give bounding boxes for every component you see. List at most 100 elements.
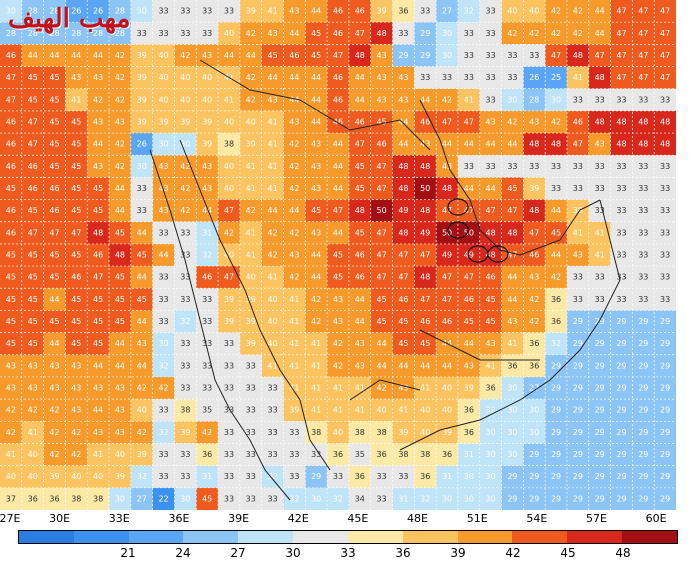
grid-cell-value: 36 xyxy=(355,472,365,481)
grid-cell xyxy=(501,22,524,45)
grid-cell xyxy=(348,66,372,90)
grid-cell-value: 40 xyxy=(93,472,103,481)
grid-cell-value: 41 xyxy=(6,450,16,459)
grid-cell xyxy=(501,288,524,311)
grid-cell-value: 27 xyxy=(529,384,539,393)
grid-cell xyxy=(65,465,88,489)
grid-cell xyxy=(479,421,503,444)
grid-cell xyxy=(610,399,633,422)
grid-cell xyxy=(196,443,219,467)
grid-cell-value: 43 xyxy=(267,95,277,104)
grid-cell-value: 36 xyxy=(529,361,539,370)
grid-cell xyxy=(414,288,437,311)
grid-cell-value: 44 xyxy=(289,206,299,215)
grid-cell xyxy=(457,66,481,90)
grid-cell-value: 45 xyxy=(464,317,474,326)
coastline-gulf xyxy=(419,99,601,256)
grid-cell-value: 33 xyxy=(486,162,496,171)
grid-cell-value: 33 xyxy=(267,384,277,393)
grid-cell xyxy=(87,44,110,68)
grid-cell xyxy=(457,376,481,400)
grid-cell-value: 42 xyxy=(202,428,212,437)
grid-cell xyxy=(43,110,66,134)
grid-cell xyxy=(414,266,437,289)
grid-cell-value: 44 xyxy=(93,361,103,370)
grid-cell-value: 46 xyxy=(289,51,299,60)
grid-cell-value: 41 xyxy=(573,228,583,237)
grid-cell xyxy=(414,332,437,356)
grid-cell-value: 40 xyxy=(377,406,387,415)
grid-cell xyxy=(436,376,459,400)
grid-cell xyxy=(457,332,481,356)
grid-cell xyxy=(0,177,23,201)
grid-cell-value: 46 xyxy=(6,206,16,215)
grid-cell-value: 29 xyxy=(551,494,561,503)
grid-cell xyxy=(632,110,655,134)
grid-cell-value: 33 xyxy=(595,206,605,215)
grid-cell-value: 30 xyxy=(442,494,452,503)
grid-cell xyxy=(305,399,328,422)
grid-cell-value: 33 xyxy=(486,29,496,38)
coastline-red-sea-east xyxy=(179,139,331,471)
grid-cell xyxy=(152,88,175,112)
grid-cell-value: 39 xyxy=(529,184,539,193)
grid-cell xyxy=(370,133,394,156)
grid-cell xyxy=(566,487,590,510)
grid-cell-value: 29 xyxy=(638,494,648,503)
grid-cell-value: 33 xyxy=(616,228,626,237)
grid-cell-value: 33 xyxy=(507,51,517,60)
grid-cell xyxy=(0,199,23,223)
grid-cell xyxy=(501,465,524,489)
grid-cell xyxy=(327,155,350,178)
grid-cell-value: 29 xyxy=(660,339,670,348)
grid-cell xyxy=(436,465,459,489)
grid-cell xyxy=(218,310,241,334)
grid-cell-value: 39 xyxy=(246,7,256,16)
grid-cell-value: 43 xyxy=(93,162,103,171)
grid-cell xyxy=(348,487,372,510)
grid-cell-value: 47 xyxy=(507,206,517,215)
grid-cell-value: 33 xyxy=(246,494,256,503)
grid-cell-value: 33 xyxy=(464,162,474,171)
grid-cell xyxy=(588,399,612,422)
grid-cell xyxy=(523,310,546,334)
grid-cell-value: 33 xyxy=(246,428,256,437)
grid-cell-value: 33 xyxy=(202,361,212,370)
grid-cell xyxy=(261,44,284,68)
grid-cell-value: 29 xyxy=(573,428,583,437)
grid-cell-value: 42 xyxy=(246,29,256,38)
grid-cell-value: 46 xyxy=(333,117,343,126)
grid-cell xyxy=(392,421,415,444)
grid-cell-value: 48 xyxy=(616,117,626,126)
grid-cell xyxy=(109,0,132,23)
grid-cell-value: 33 xyxy=(420,73,430,82)
grid-cell-value: 42 xyxy=(377,384,387,393)
max-temp-marker-4 xyxy=(487,245,509,263)
grid-cell-value: 29 xyxy=(638,361,648,370)
grid-cell-value: 46 xyxy=(355,273,365,282)
grid-cell xyxy=(370,243,394,267)
grid-cell xyxy=(109,44,132,68)
grid-cell-value: 44 xyxy=(311,251,321,260)
grid-cell-value: 42 xyxy=(115,162,125,171)
grid-cell xyxy=(327,44,350,68)
grid-cell xyxy=(632,221,655,245)
grid-cell-value: 33 xyxy=(573,184,583,193)
grid-cell-value: 29 xyxy=(595,494,605,503)
grid-cell-value: 25 xyxy=(551,73,561,82)
grid-cell xyxy=(566,310,590,334)
grid-cell-value: 48 xyxy=(398,162,408,171)
grid-cell xyxy=(305,465,328,489)
grid-cell-value: 29 xyxy=(573,406,583,415)
grid-cell xyxy=(218,221,241,245)
grid-cell xyxy=(283,199,306,223)
grid-cell-value: 36 xyxy=(529,339,539,348)
grid-cell-value: 47 xyxy=(28,228,38,237)
grid-cell-value: 44 xyxy=(71,51,81,60)
grid-cell-value: 32 xyxy=(137,472,147,481)
grid-cell xyxy=(0,110,23,134)
grid-cell-value: 43 xyxy=(311,228,321,237)
grid-cell-value: 42 xyxy=(71,428,81,437)
grid-cell xyxy=(370,443,394,467)
grid-cell-value: 30 xyxy=(137,7,147,16)
